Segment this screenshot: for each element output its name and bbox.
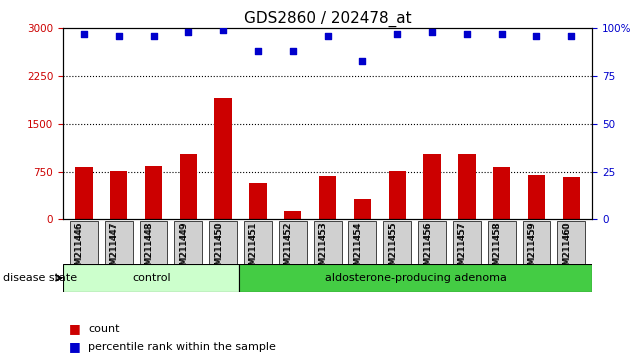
FancyBboxPatch shape bbox=[418, 221, 446, 264]
Text: control: control bbox=[132, 273, 171, 283]
Bar bbox=[353, 199, 371, 219]
Text: GSM211456: GSM211456 bbox=[423, 223, 432, 277]
Text: GSM211460: GSM211460 bbox=[563, 221, 571, 276]
Text: GSM211458: GSM211458 bbox=[493, 221, 501, 276]
Bar bbox=[528, 175, 545, 219]
Text: percentile rank within the sample: percentile rank within the sample bbox=[88, 342, 276, 352]
FancyBboxPatch shape bbox=[70, 221, 98, 264]
Bar bbox=[319, 176, 336, 219]
Point bbox=[462, 31, 472, 37]
Bar bbox=[63, 264, 239, 292]
Text: GSM211446: GSM211446 bbox=[75, 221, 84, 276]
Point bbox=[79, 31, 89, 37]
Text: disease state: disease state bbox=[3, 273, 77, 283]
Text: GSM211455: GSM211455 bbox=[388, 223, 398, 277]
Point bbox=[323, 33, 333, 39]
Text: GSM211460: GSM211460 bbox=[563, 223, 571, 277]
FancyBboxPatch shape bbox=[383, 221, 411, 264]
Text: GSM211451: GSM211451 bbox=[249, 223, 258, 277]
FancyBboxPatch shape bbox=[140, 221, 168, 264]
Bar bbox=[458, 154, 476, 219]
Text: GSM211454: GSM211454 bbox=[353, 223, 362, 277]
Bar bbox=[214, 98, 232, 219]
Text: GSM211450: GSM211450 bbox=[214, 221, 223, 276]
Point bbox=[253, 48, 263, 54]
Point bbox=[149, 33, 159, 39]
FancyBboxPatch shape bbox=[244, 221, 272, 264]
Text: GSM211452: GSM211452 bbox=[284, 221, 293, 276]
Bar bbox=[423, 154, 441, 219]
Text: GSM211449: GSM211449 bbox=[180, 221, 188, 276]
Bar bbox=[249, 183, 266, 219]
Text: GSM211451: GSM211451 bbox=[249, 221, 258, 276]
Point bbox=[357, 58, 367, 64]
Bar bbox=[389, 171, 406, 219]
Point bbox=[566, 33, 576, 39]
Text: GSM211446: GSM211446 bbox=[75, 223, 84, 277]
Text: GSM211447: GSM211447 bbox=[110, 223, 118, 277]
Text: aldosterone-producing adenoma: aldosterone-producing adenoma bbox=[325, 273, 507, 283]
Point bbox=[392, 31, 403, 37]
Point bbox=[183, 29, 193, 35]
Text: GSM211459: GSM211459 bbox=[527, 221, 537, 276]
Bar bbox=[284, 211, 302, 219]
Point bbox=[218, 27, 228, 33]
Point bbox=[113, 33, 123, 39]
Text: GSM211449: GSM211449 bbox=[180, 223, 188, 277]
FancyBboxPatch shape bbox=[175, 221, 202, 264]
Text: GSM211448: GSM211448 bbox=[144, 223, 154, 277]
FancyBboxPatch shape bbox=[348, 221, 376, 264]
FancyBboxPatch shape bbox=[453, 221, 481, 264]
FancyBboxPatch shape bbox=[209, 221, 237, 264]
Point bbox=[496, 31, 507, 37]
Text: GSM211454: GSM211454 bbox=[353, 221, 362, 276]
Text: GSM211457: GSM211457 bbox=[458, 221, 467, 276]
Text: GSM211452: GSM211452 bbox=[284, 223, 293, 277]
Text: GSM211453: GSM211453 bbox=[319, 223, 328, 277]
Text: GSM211455: GSM211455 bbox=[388, 221, 398, 276]
FancyBboxPatch shape bbox=[105, 221, 133, 264]
FancyBboxPatch shape bbox=[558, 221, 585, 264]
Text: ■: ■ bbox=[69, 341, 81, 353]
Title: GDS2860 / 202478_at: GDS2860 / 202478_at bbox=[244, 11, 411, 27]
Text: GSM211456: GSM211456 bbox=[423, 221, 432, 276]
Bar bbox=[493, 167, 510, 219]
Text: GSM211448: GSM211448 bbox=[144, 221, 154, 276]
Bar bbox=[563, 177, 580, 219]
Text: ■: ■ bbox=[69, 322, 81, 335]
FancyBboxPatch shape bbox=[314, 221, 341, 264]
Bar bbox=[180, 154, 197, 219]
Text: GSM211450: GSM211450 bbox=[214, 223, 223, 277]
Bar bbox=[75, 167, 93, 219]
Text: GSM211453: GSM211453 bbox=[319, 221, 328, 276]
Point bbox=[288, 48, 298, 54]
Point bbox=[427, 29, 437, 35]
FancyBboxPatch shape bbox=[522, 221, 551, 264]
Text: GSM211459: GSM211459 bbox=[527, 223, 537, 277]
FancyBboxPatch shape bbox=[279, 221, 307, 264]
Bar bbox=[239, 264, 592, 292]
Bar bbox=[145, 166, 163, 219]
Bar bbox=[110, 171, 127, 219]
Text: GSM211458: GSM211458 bbox=[493, 223, 501, 277]
Point bbox=[532, 33, 542, 39]
Text: GSM211447: GSM211447 bbox=[110, 221, 118, 276]
Text: count: count bbox=[88, 324, 120, 333]
Text: GSM211457: GSM211457 bbox=[458, 223, 467, 277]
FancyBboxPatch shape bbox=[488, 221, 515, 264]
